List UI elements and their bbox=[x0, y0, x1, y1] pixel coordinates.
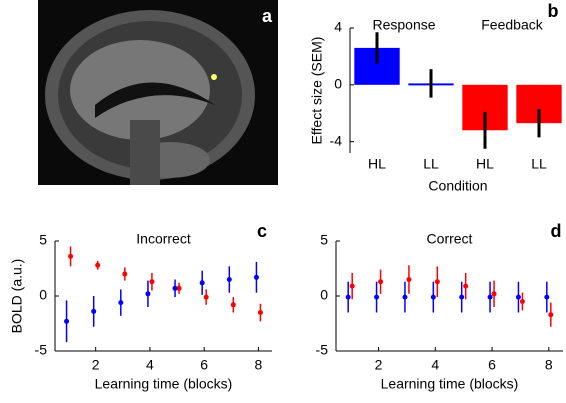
y-tick-label: -5 bbox=[35, 342, 48, 358]
y-tick-label: 0 bbox=[320, 287, 328, 303]
point bbox=[346, 295, 351, 300]
x-tick-label: HL bbox=[476, 156, 494, 172]
x-axis-label: Condition bbox=[428, 178, 487, 194]
point bbox=[520, 299, 525, 304]
y-tick-label: 5 bbox=[39, 232, 47, 248]
point bbox=[118, 300, 123, 305]
point bbox=[64, 319, 69, 324]
point bbox=[231, 302, 236, 307]
figure: a b -4 0 4 Effect size (SEM) Condition Respons… bbox=[0, 0, 566, 403]
chart-title: Incorrect bbox=[136, 231, 191, 247]
x-tick-label: 4 bbox=[146, 357, 154, 373]
x-tick-label: 4 bbox=[431, 357, 439, 373]
y-tick-label: -5 bbox=[316, 342, 329, 358]
y-tick-label: 0 bbox=[39, 287, 47, 303]
y-axis-label: BOLD (a.u.) bbox=[9, 259, 25, 334]
point bbox=[431, 295, 436, 300]
x-axis-label: Learning time (blocks) bbox=[95, 376, 233, 392]
point bbox=[374, 295, 379, 300]
point bbox=[463, 284, 468, 289]
y-tick-label: 4 bbox=[334, 19, 342, 35]
y-tick-label: -4 bbox=[330, 132, 343, 148]
annotation: Response bbox=[372, 17, 435, 33]
point bbox=[173, 286, 178, 291]
point bbox=[492, 291, 497, 296]
point bbox=[402, 295, 407, 300]
x-axis-label: Learning time (blocks) bbox=[381, 376, 519, 392]
y-tick-label: 5 bbox=[320, 232, 328, 248]
point bbox=[516, 295, 521, 300]
x-tick-label: LL bbox=[423, 156, 439, 172]
point bbox=[544, 295, 549, 300]
point bbox=[548, 312, 553, 317]
y-tick-label: 0 bbox=[334, 76, 342, 92]
brain-image bbox=[38, 0, 278, 185]
point bbox=[435, 279, 440, 284]
point bbox=[227, 277, 232, 282]
panel-label: b bbox=[548, 1, 559, 21]
point bbox=[200, 280, 205, 285]
point bbox=[459, 295, 464, 300]
point bbox=[145, 291, 150, 296]
x-tick-label: 2 bbox=[92, 357, 100, 373]
x-tick-label: HL bbox=[368, 156, 386, 172]
x-tick-label: LL bbox=[531, 156, 547, 172]
point bbox=[68, 254, 73, 259]
point bbox=[378, 279, 383, 284]
chart-title: Correct bbox=[427, 231, 473, 247]
point bbox=[254, 275, 259, 280]
point bbox=[488, 295, 493, 300]
x-tick-label: 2 bbox=[375, 357, 383, 373]
point bbox=[149, 279, 154, 284]
point bbox=[91, 309, 96, 314]
annotation: Feedback bbox=[481, 17, 543, 33]
point bbox=[258, 310, 263, 315]
y-axis-label: Effect size (SEM) bbox=[309, 37, 325, 145]
point bbox=[350, 284, 355, 289]
x-tick-label: 8 bbox=[255, 357, 263, 373]
point bbox=[122, 272, 127, 277]
point bbox=[204, 295, 209, 300]
point bbox=[95, 263, 100, 268]
panel-label: a bbox=[262, 6, 273, 26]
panel-label: d bbox=[551, 221, 562, 241]
panel-label: c bbox=[257, 221, 267, 241]
x-tick-label: 6 bbox=[488, 357, 496, 373]
point bbox=[406, 277, 411, 282]
x-tick-label: 8 bbox=[545, 357, 553, 373]
x-tick-label: 6 bbox=[200, 357, 208, 373]
